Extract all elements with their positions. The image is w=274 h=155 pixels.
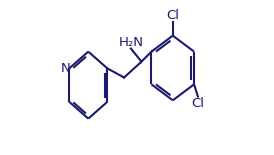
Text: Cl: Cl [166,9,179,22]
Text: H₂N: H₂N [118,36,143,49]
Text: Cl: Cl [191,97,204,110]
Text: N: N [61,62,70,75]
